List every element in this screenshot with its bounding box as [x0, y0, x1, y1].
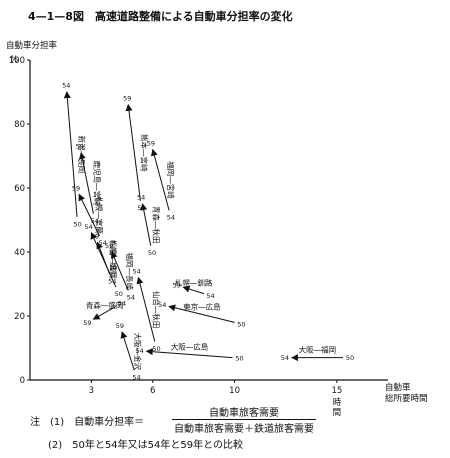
route-name: 大阪―広島: [171, 341, 209, 351]
y-tick-label: 0: [20, 376, 25, 386]
route-group: 50 54 仙台―秋田: [133, 267, 162, 353]
note-1-formula: 自動車旅客需要 自動車旅客需要＋鉄道旅客需要: [172, 404, 316, 435]
route-name: 鹿児島―宮崎: [92, 161, 102, 206]
route-start-year: 54: [127, 293, 135, 301]
route-end-year: 59: [76, 142, 84, 150]
x-axis-title-line1: 自動車: [385, 382, 411, 393]
route-start-year: 54: [118, 299, 126, 307]
route-start-year: 50: [235, 355, 243, 363]
route-arrow: [168, 304, 235, 323]
formula-denominator: 自動車旅客需要＋鉄道旅客需要: [174, 424, 314, 435]
route-group: 50 54 東京―広島: [158, 301, 245, 328]
y-axis-title: 自動車分担率: [6, 40, 58, 51]
route-arrow: [140, 203, 152, 246]
x-axis-unit: 時間: [333, 398, 342, 418]
route-name: 札幌―釧路: [175, 277, 213, 287]
x-tick-label: 6: [150, 386, 155, 396]
route-arrow: [63, 91, 78, 217]
route-group: 50 54 青森―秋田: [137, 194, 162, 257]
route-arrows: 5054新潟―長岡5459熊本―宮崎5459福岡―宮崎5459鹿児島―宮崎545…: [62, 82, 354, 382]
route-end-year: 54: [158, 301, 166, 309]
route-arrow: [92, 305, 117, 320]
route-start-year: 50: [115, 290, 123, 298]
route-start-year: 54: [91, 217, 99, 225]
y-tick-label: 60: [14, 184, 25, 194]
axes: [29, 60, 388, 381]
formula-numerator: 自動車旅客需要: [172, 404, 316, 420]
route-name: 東京―広島: [183, 301, 221, 311]
route-group: 50 54 大阪―広島: [135, 341, 243, 362]
route-end-year: 59: [147, 139, 155, 147]
route-arrow: [78, 151, 94, 214]
route-arrow: [150, 148, 170, 211]
route-name: 福岡―宮崎: [166, 161, 176, 199]
route-arrow: [136, 276, 156, 342]
route-group: 50 54 大阪―福岡: [281, 345, 354, 363]
route-name: 福岡―長崎: [125, 252, 135, 290]
x-tick-label: 10: [229, 386, 240, 396]
note-2: (2) 50年と54年又は54年と59年との比較: [48, 440, 243, 451]
route-name: 札幌―室蘭: [94, 196, 104, 234]
route-group: 54 59 大阪―金沢: [116, 322, 143, 382]
x-axis-unit-char: 時: [333, 398, 342, 408]
x-axis-unit-char: 間: [333, 408, 342, 418]
route-name: 青森―秋田: [152, 206, 162, 244]
route-start-year: 50: [73, 220, 81, 228]
route-end-year: 59: [116, 322, 124, 330]
route-name: 仙台―盛岡: [109, 241, 119, 279]
route-arrow: [111, 251, 129, 291]
route-start-year: 54: [167, 214, 175, 222]
route-end-year: 59: [105, 242, 113, 250]
route-start-year: 54: [132, 374, 140, 382]
route-end-year: 54: [135, 347, 143, 355]
route-end-year: 59: [91, 232, 99, 240]
route-arrow: [96, 241, 111, 275]
route-end-year: 59: [72, 185, 80, 193]
route-name: 大阪―金沢: [133, 332, 143, 370]
route-start-year: 50: [148, 249, 156, 257]
x-tick-label: 15: [331, 386, 342, 396]
route-name: 熊本―宮崎: [139, 134, 149, 172]
tick-labels: 0 20 40 60 80 100 3 6 10 15: [9, 56, 343, 396]
route-start-year: 54: [108, 277, 116, 285]
y-tick-label: 80: [14, 120, 25, 130]
route-arrow: [125, 103, 141, 201]
y-tick-label: 20: [14, 312, 25, 322]
route-arrow: [78, 193, 101, 237]
route-end-year: 54: [137, 194, 145, 202]
route-start-year: 50: [346, 354, 354, 362]
route-arrow: [145, 348, 233, 359]
route-end-year: 54: [62, 82, 70, 90]
route-start-year: 54: [206, 292, 214, 300]
route-name: 大阪―福岡: [299, 345, 337, 355]
route-end-year: 59: [123, 94, 131, 102]
x-axis-title-line2: 総所要時間: [385, 393, 428, 404]
route-group: 54 59 青森―盛岡: [83, 299, 126, 327]
route-group: 54 59 福岡―宮崎: [147, 139, 176, 221]
y-tick-label: 100: [9, 56, 25, 66]
route-start-year: 50: [152, 345, 160, 353]
route-end-year: 54: [84, 223, 92, 231]
figure-title: 4—1—8図 高速道路整備による自動車分担率の変化: [28, 9, 293, 23]
route-end-year: 59: [83, 319, 91, 327]
route-name: 仙台―秋田: [152, 291, 162, 329]
note-1-label: 注 (1) 自動車分担率＝: [30, 417, 145, 428]
route-name: 青森―盛岡: [86, 300, 124, 310]
route-arrow: [120, 331, 135, 371]
route-group: 54 59 鹿児島―宮崎: [76, 142, 103, 225]
route-group: 54 59 福岡―長崎: [105, 242, 135, 301]
route-arrow: [182, 285, 205, 295]
route-end-year: 59: [173, 282, 181, 290]
route-end-year: 54: [133, 267, 141, 275]
x-tick-label: 3: [89, 386, 94, 396]
route-arrow: [90, 232, 117, 288]
route-start-year: 50: [237, 321, 245, 329]
y-tick-label: 40: [14, 248, 25, 258]
route-end-year: 54: [281, 354, 289, 362]
y-axis-unit: %: [10, 55, 18, 65]
